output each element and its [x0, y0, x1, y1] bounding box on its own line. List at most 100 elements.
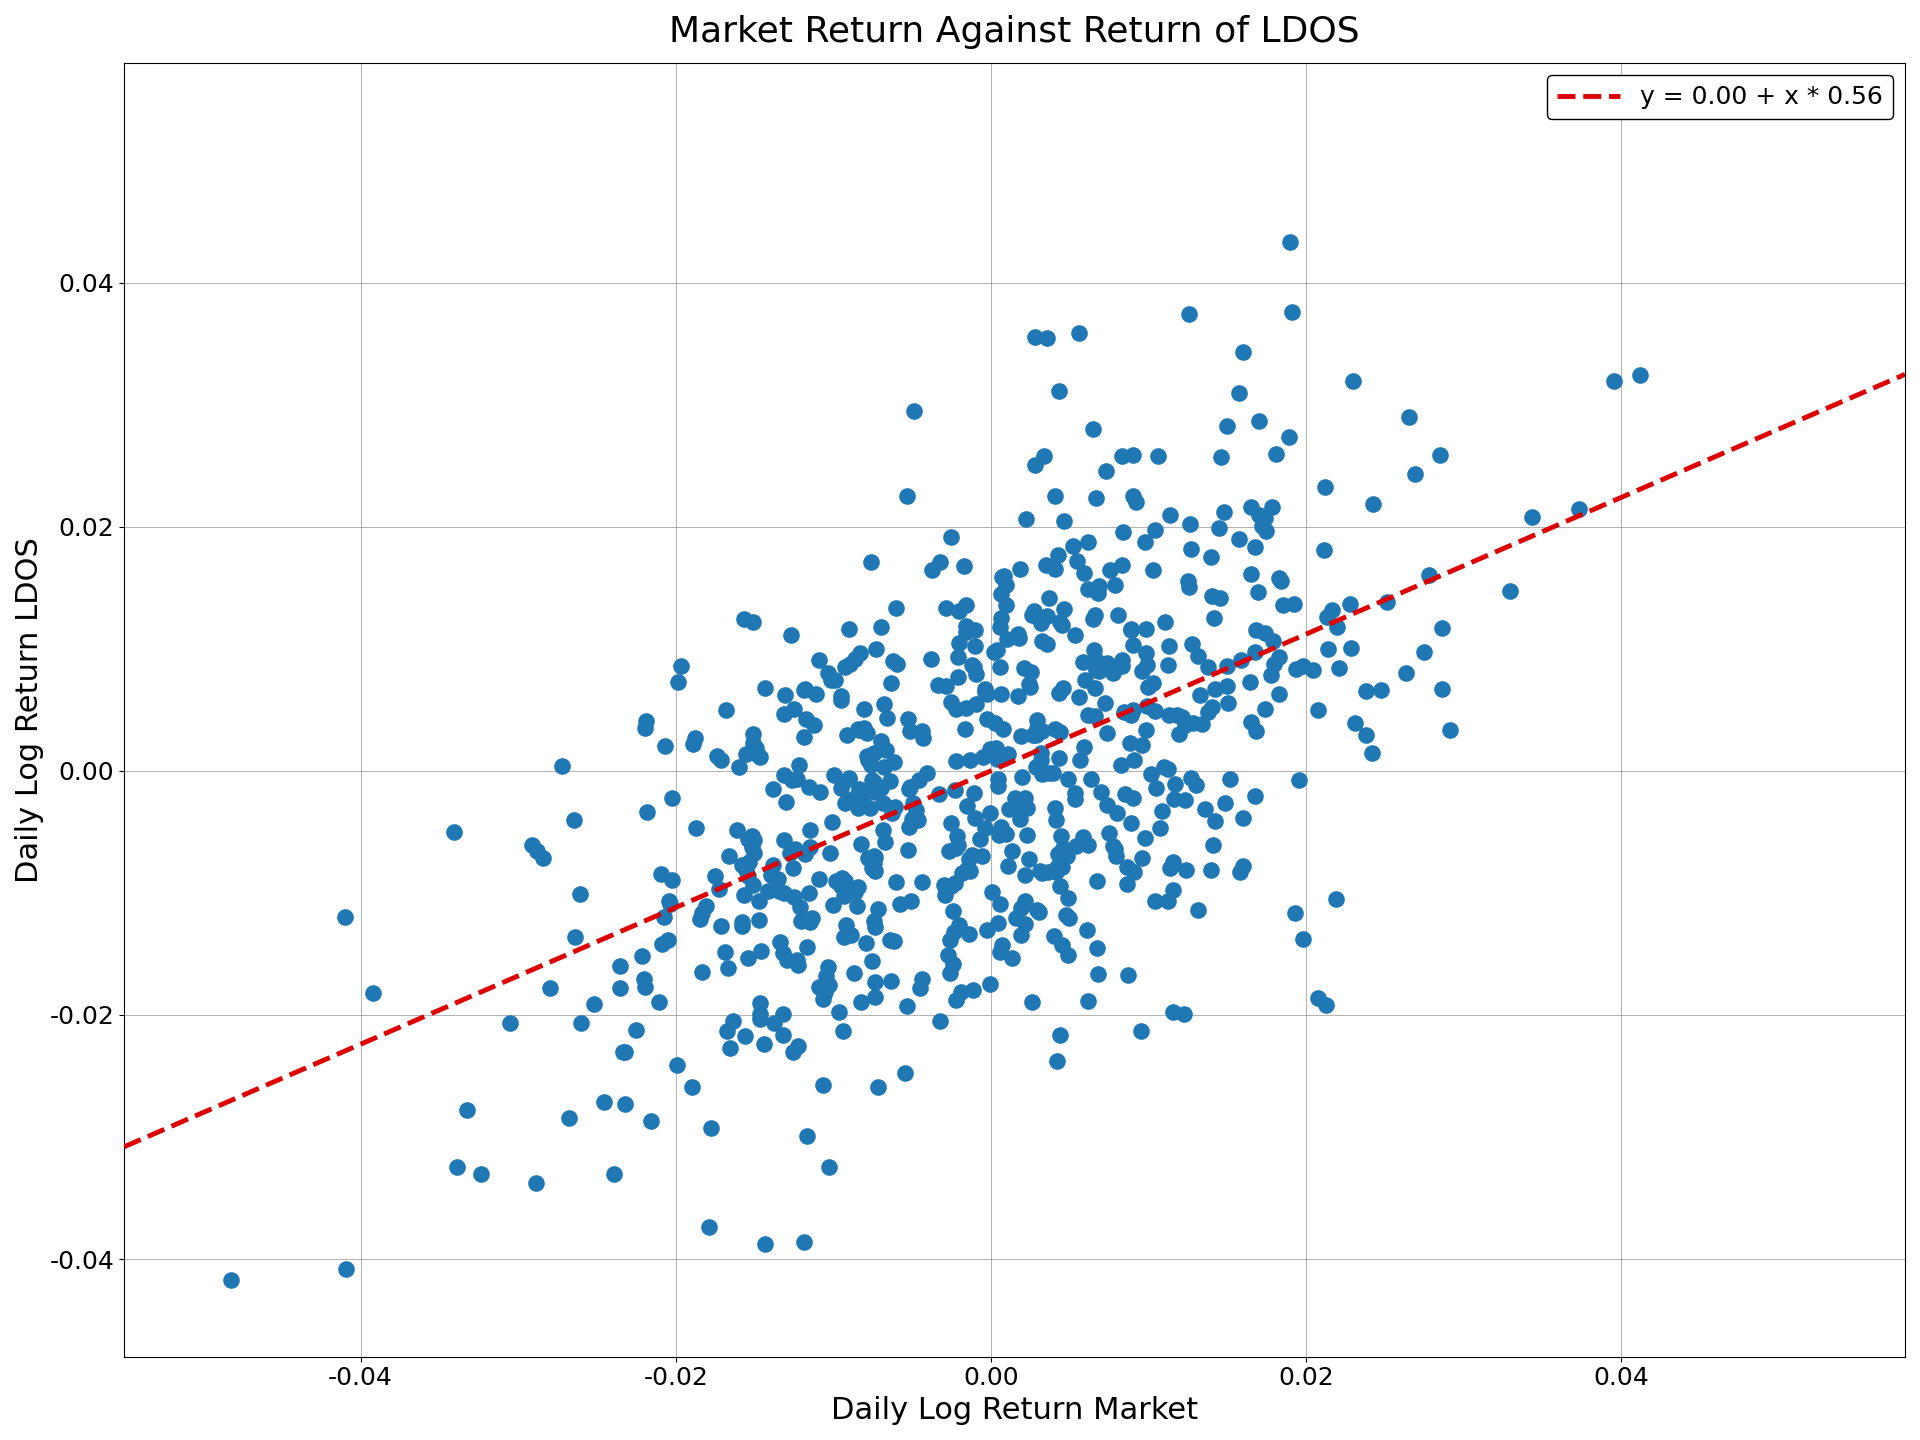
Point — [1079, 675, 1110, 698]
Point — [712, 956, 743, 979]
Point — [1183, 899, 1213, 922]
Point — [1242, 580, 1273, 603]
Point — [950, 593, 981, 616]
Point — [1338, 370, 1369, 393]
Point — [972, 919, 1002, 942]
Point — [879, 796, 910, 819]
Point — [837, 788, 868, 811]
Point — [1173, 576, 1204, 599]
Point — [829, 792, 860, 815]
Point — [737, 723, 768, 746]
Point — [1054, 907, 1085, 930]
Point — [952, 793, 983, 816]
Point — [1250, 520, 1281, 543]
Point — [770, 791, 801, 814]
Point — [768, 942, 799, 965]
Point — [1012, 824, 1043, 847]
Point — [1121, 491, 1152, 514]
Point — [868, 819, 899, 842]
Point — [843, 894, 874, 917]
Point — [599, 1162, 630, 1185]
Point — [728, 608, 758, 631]
Point — [733, 828, 764, 851]
Point — [872, 739, 902, 762]
Point — [937, 952, 968, 975]
Point — [768, 765, 799, 788]
Point — [705, 914, 735, 937]
Point — [895, 890, 925, 913]
Point — [1002, 622, 1033, 645]
Point — [987, 564, 1018, 588]
Point — [1160, 773, 1190, 796]
Point — [1260, 442, 1290, 465]
Point — [705, 877, 735, 900]
Point — [829, 870, 860, 893]
Point — [814, 661, 845, 684]
Point — [1043, 544, 1073, 567]
Point — [666, 655, 697, 678]
Point — [1046, 613, 1077, 636]
Point — [1357, 492, 1388, 516]
Point — [1050, 903, 1081, 926]
Point — [847, 991, 877, 1014]
Point — [933, 840, 964, 863]
Point — [687, 901, 718, 924]
Point — [818, 893, 849, 916]
Point — [860, 636, 891, 660]
Point — [929, 884, 960, 907]
Point — [954, 923, 985, 946]
Point — [1031, 553, 1062, 576]
Point — [1240, 619, 1271, 642]
Point — [1204, 517, 1235, 540]
Point — [1091, 459, 1121, 482]
Point — [893, 995, 924, 1018]
Point — [1624, 364, 1655, 387]
Point — [868, 792, 899, 815]
Point — [876, 769, 906, 792]
Point — [1517, 505, 1548, 528]
Point — [1018, 724, 1048, 747]
Point — [1016, 661, 1046, 684]
Point — [778, 769, 808, 792]
Point — [1284, 769, 1315, 792]
Point — [1236, 711, 1267, 734]
Point — [1006, 897, 1037, 920]
Point — [1060, 782, 1091, 805]
Point — [891, 485, 922, 508]
Point — [1140, 518, 1171, 541]
Point — [1183, 644, 1213, 667]
Point — [1116, 811, 1146, 834]
Point — [1081, 660, 1112, 683]
Point — [1106, 648, 1137, 671]
Point — [1425, 444, 1455, 467]
Point — [684, 907, 714, 930]
Point — [1229, 806, 1260, 829]
Point — [860, 916, 891, 939]
Point — [662, 671, 693, 694]
Point — [814, 841, 845, 864]
Point — [835, 923, 866, 946]
Point — [1106, 753, 1137, 776]
Point — [866, 616, 897, 639]
Point — [1152, 654, 1183, 677]
Point — [1212, 674, 1242, 697]
Point — [879, 870, 910, 893]
Point — [954, 747, 985, 770]
Point — [609, 1093, 639, 1116]
Point — [737, 824, 768, 847]
Point — [1018, 991, 1048, 1014]
Point — [1046, 933, 1077, 956]
Point — [829, 655, 860, 678]
Point — [1131, 827, 1162, 850]
Point — [1068, 649, 1098, 672]
Point — [925, 1009, 956, 1032]
Title: Market Return Against Return of LDOS: Market Return Against Return of LDOS — [670, 14, 1359, 49]
Point — [1044, 824, 1075, 847]
Point — [695, 1116, 726, 1139]
Point — [1200, 809, 1231, 832]
Point — [1083, 870, 1114, 893]
Point — [826, 865, 856, 888]
Point — [948, 554, 979, 577]
Point — [1041, 1050, 1071, 1073]
Point — [947, 861, 977, 884]
